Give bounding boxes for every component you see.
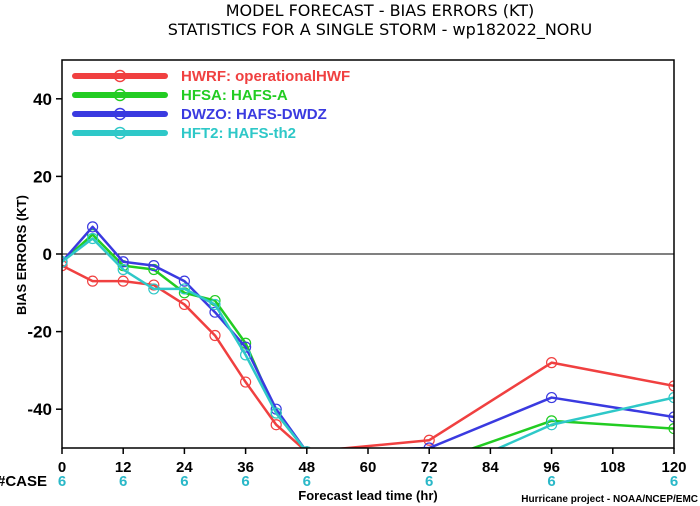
legend-marker [113,88,127,102]
legend: HWRF: operationalHWF HFSA: HAFS-A DWZO: HA… [72,68,350,142]
y-tick-label: 40 [33,90,52,109]
data-point [240,349,252,361]
y-tick-label: -40 [27,400,52,419]
data-point [240,376,252,388]
data-point [545,391,558,404]
case-count: 6 [425,473,433,490]
case-count: 6 [180,473,188,490]
data-point [270,407,282,419]
x-tick-label: 84 [482,459,499,476]
chart-title: MODEL FORECAST - BIAS ERRORS (KT) [226,1,535,20]
series-line [62,237,674,448]
data-point [209,298,221,311]
legend-label: HFSA: HAFS-A [181,87,288,104]
y-tick-label: -20 [27,323,52,342]
x-tick-label: 72 [421,459,438,476]
data-point [86,232,99,245]
series-4 [62,232,674,448]
data-point [668,423,674,435]
data-point [117,263,129,276]
data-point [209,329,221,342]
case-counts: 6 6 6 6 6 6 6 6 [58,473,678,490]
x-tick-label: 108 [600,459,625,476]
data-point [668,380,674,392]
x-tick-label: 48 [298,459,315,476]
data-point [270,419,282,431]
case-count: 6 [547,473,555,490]
data-point [62,256,68,268]
data-point [62,260,68,272]
data-point [148,283,160,295]
x-tick-label: 24 [176,459,193,476]
series-line [62,233,674,448]
data-point [302,446,311,448]
x-axis: 0 12 24 36 48 60 72 84 96 108 120 [58,448,687,476]
data-point [668,411,674,423]
x-tick-label: 12 [115,459,132,476]
data-point [178,298,190,311]
chart-subtitle: STATISTICS FOR A SINGLE STORM - wp182022… [168,20,592,40]
data-point [117,256,129,268]
case-count: 6 [670,473,678,490]
data-point [668,391,674,404]
y-axis: -40 -20 0 20 40 [27,90,62,419]
case-count: 6 [58,473,66,490]
x-tick-label: 0 [58,459,66,476]
legend-label: DWZO: HAFS-DWDZ [181,106,327,123]
case-count: 6 [241,473,249,490]
x-tick-label: 96 [543,459,560,476]
case-count: 6 [303,473,311,490]
x-tick-label: 36 [237,459,254,476]
data-point [86,221,99,233]
case-label: #CASE [0,473,47,490]
data-point [545,357,558,369]
x-axis-title: Forecast lead time (hr) [298,488,437,503]
data-point [423,442,435,448]
data-point [423,434,435,446]
data-point [117,275,129,287]
legend-marker [113,126,127,140]
legend-label: HFT2: HAFS-th2 [181,125,296,142]
legend-label: HWRF: operationalHWF [181,68,350,85]
x-tick-label: 120 [661,459,686,476]
data-point [178,275,190,287]
data-point [545,419,558,431]
series-layer [62,221,674,448]
case-count: 6 [119,473,127,490]
credit-text: Hurricane project - NOAA/NCEP/EMC [521,494,698,505]
series-3 [62,221,674,448]
data-point [178,283,190,295]
y-axis-title: BIAS ERRORS (KT) [14,195,29,315]
y-tick-label: 20 [33,167,52,186]
x-tick-label: 60 [360,459,377,476]
data-point [86,275,99,287]
y-tick-label: 0 [43,245,52,264]
legend-marker [113,69,127,83]
series-1 [62,260,674,448]
data-point [148,260,160,272]
legend-marker [113,107,127,121]
